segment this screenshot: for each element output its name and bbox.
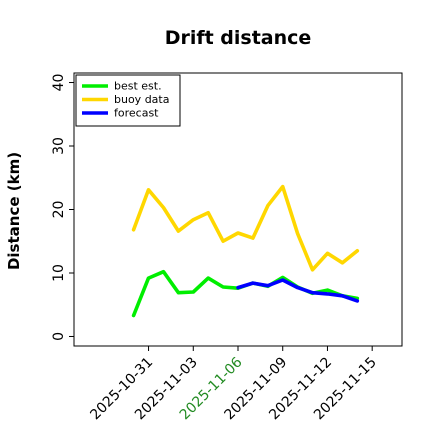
series-line-buoy-data — [131, 184, 360, 272]
legend-label: buoy data — [114, 93, 169, 106]
y-tick-label: 20 — [51, 201, 67, 219]
plot-area: 0102030402025-10-312025-11-032025-11-062… — [51, 72, 403, 423]
y-tick-label: 0 — [51, 332, 67, 341]
legend-label: best est. — [114, 80, 162, 93]
series-line-forecast — [236, 278, 360, 303]
y-tick-label: 10 — [51, 264, 67, 282]
chart-title: Drift distance — [165, 27, 312, 49]
y-axis-label: Distance (km) — [5, 152, 23, 270]
y-tick-label: 30 — [51, 137, 67, 155]
legend-label: forecast — [114, 107, 159, 120]
y-tick-label: 40 — [51, 74, 67, 92]
